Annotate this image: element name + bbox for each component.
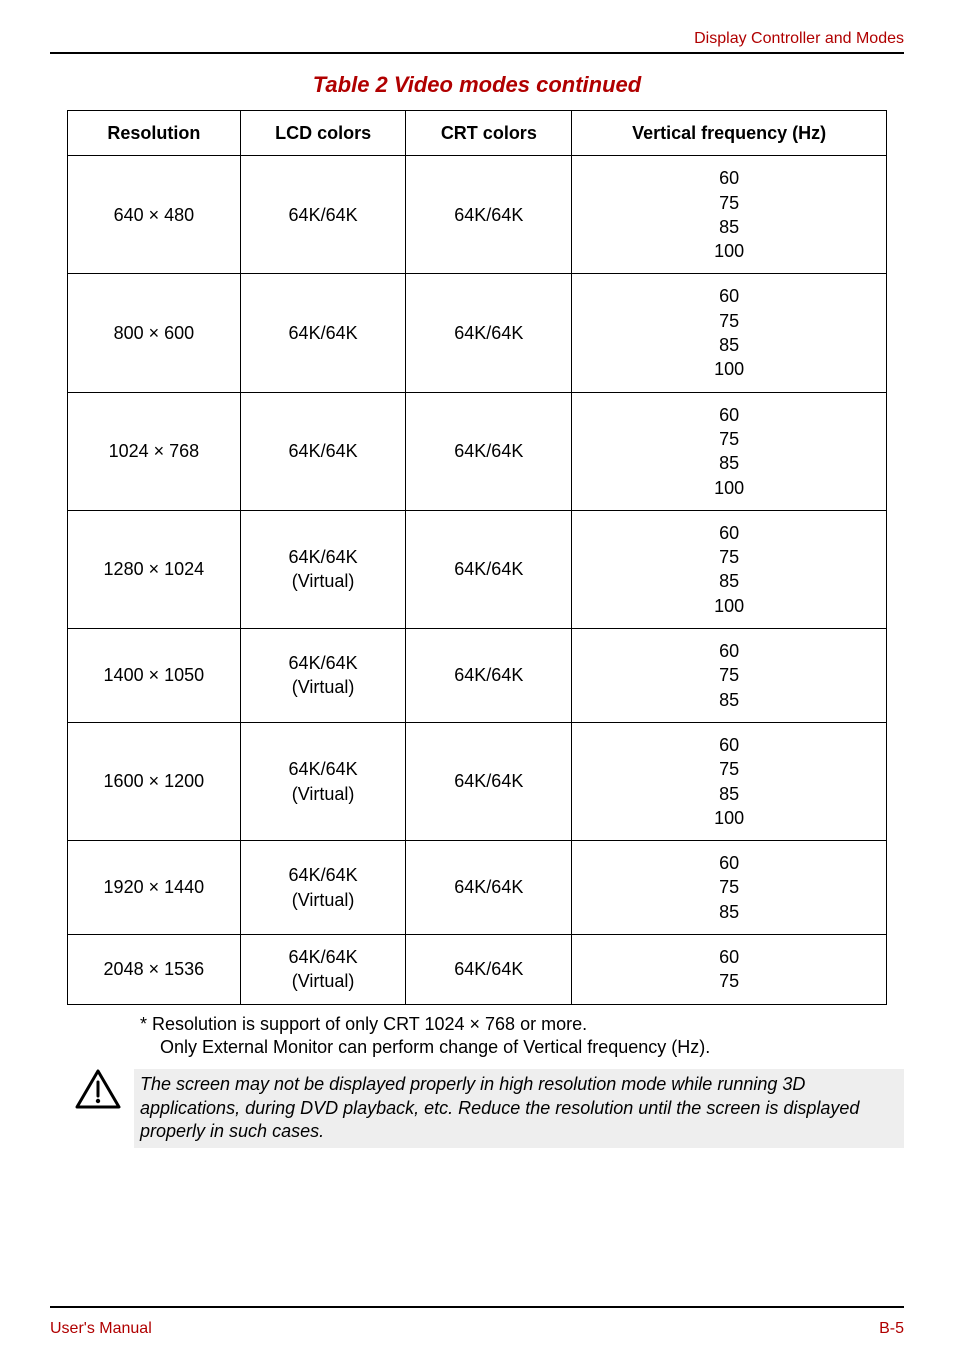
cell-crt: 64K/64K bbox=[406, 274, 572, 392]
cell-resolution: 1400 × 1050 bbox=[68, 629, 241, 723]
warning-icon bbox=[74, 1069, 122, 1109]
cell-resolution: 640 × 480 bbox=[68, 156, 241, 274]
cell-resolution: 1920 × 1440 bbox=[68, 841, 241, 935]
cell-freq: 60 75 85 100 bbox=[572, 156, 887, 274]
footer-right: B-5 bbox=[879, 1320, 904, 1338]
cell-crt: 64K/64K bbox=[406, 935, 572, 1005]
cell-freq: 60 75 85 bbox=[572, 629, 887, 723]
cell-lcd: 64K/64K bbox=[240, 156, 406, 274]
table-row: 2048 × 153664K/64K (Virtual)64K/64K60 75 bbox=[68, 935, 887, 1005]
table-footnote: * Resolution is support of only CRT 1024… bbox=[140, 1013, 904, 1060]
cell-lcd: 64K/64K bbox=[240, 392, 406, 510]
col-resolution: Resolution bbox=[68, 111, 241, 156]
cell-resolution: 1024 × 768 bbox=[68, 392, 241, 510]
cell-crt: 64K/64K bbox=[406, 156, 572, 274]
section-title: Display Controller and Modes bbox=[50, 30, 904, 52]
table-header-row: Resolution LCD colors CRT colors Vertica… bbox=[68, 111, 887, 156]
cell-resolution: 1280 × 1024 bbox=[68, 510, 241, 628]
col-lcd: LCD colors bbox=[240, 111, 406, 156]
cell-freq: 60 75 bbox=[572, 935, 887, 1005]
cell-freq: 60 75 85 100 bbox=[572, 274, 887, 392]
table-row: 640 × 48064K/64K64K/64K60 75 85 100 bbox=[68, 156, 887, 274]
cell-freq: 60 75 85 100 bbox=[572, 392, 887, 510]
cell-lcd: 64K/64K (Virtual) bbox=[240, 510, 406, 628]
cell-resolution: 800 × 600 bbox=[68, 274, 241, 392]
footer-left: User's Manual bbox=[50, 1320, 152, 1338]
header-rule bbox=[50, 52, 904, 54]
cell-freq: 60 75 85 100 bbox=[572, 722, 887, 840]
cell-lcd: 64K/64K (Virtual) bbox=[240, 841, 406, 935]
col-freq: Vertical frequency (Hz) bbox=[572, 111, 887, 156]
cell-crt: 64K/64K bbox=[406, 392, 572, 510]
cell-crt: 64K/64K bbox=[406, 510, 572, 628]
table-row: 1280 × 102464K/64K (Virtual)64K/64K60 75… bbox=[68, 510, 887, 628]
footnote-line1: * Resolution is support of only CRT 1024… bbox=[140, 1014, 587, 1034]
cell-resolution: 1600 × 1200 bbox=[68, 722, 241, 840]
cell-lcd: 64K/64K bbox=[240, 274, 406, 392]
table-title: Table 2 Video modes continued bbox=[50, 72, 904, 98]
page: Display Controller and Modes Table 2 Vid… bbox=[0, 0, 954, 1352]
table-row: 1400 × 105064K/64K (Virtual)64K/64K60 75… bbox=[68, 629, 887, 723]
page-footer: User's Manual B-5 bbox=[50, 1306, 904, 1338]
cell-freq: 60 75 85 bbox=[572, 841, 887, 935]
video-modes-table: Resolution LCD colors CRT colors Vertica… bbox=[67, 110, 887, 1005]
cell-lcd: 64K/64K (Virtual) bbox=[240, 722, 406, 840]
table-row: 1024 × 76864K/64K64K/64K60 75 85 100 bbox=[68, 392, 887, 510]
caution-note: The screen may not be displayed properly… bbox=[50, 1069, 904, 1147]
table-row: 1920 × 144064K/64K (Virtual)64K/64K60 75… bbox=[68, 841, 887, 935]
table-row: 800 × 60064K/64K64K/64K60 75 85 100 bbox=[68, 274, 887, 392]
cell-crt: 64K/64K bbox=[406, 722, 572, 840]
table-row: 1600 × 120064K/64K (Virtual)64K/64K60 75… bbox=[68, 722, 887, 840]
cell-crt: 64K/64K bbox=[406, 841, 572, 935]
cell-freq: 60 75 85 100 bbox=[572, 510, 887, 628]
cell-lcd: 64K/64K (Virtual) bbox=[240, 629, 406, 723]
cell-resolution: 2048 × 1536 bbox=[68, 935, 241, 1005]
col-crt: CRT colors bbox=[406, 111, 572, 156]
cell-crt: 64K/64K bbox=[406, 629, 572, 723]
footnote-line2: Only External Monitor can perform change… bbox=[160, 1037, 710, 1057]
caution-text: The screen may not be displayed properly… bbox=[134, 1069, 904, 1147]
cell-lcd: 64K/64K (Virtual) bbox=[240, 935, 406, 1005]
